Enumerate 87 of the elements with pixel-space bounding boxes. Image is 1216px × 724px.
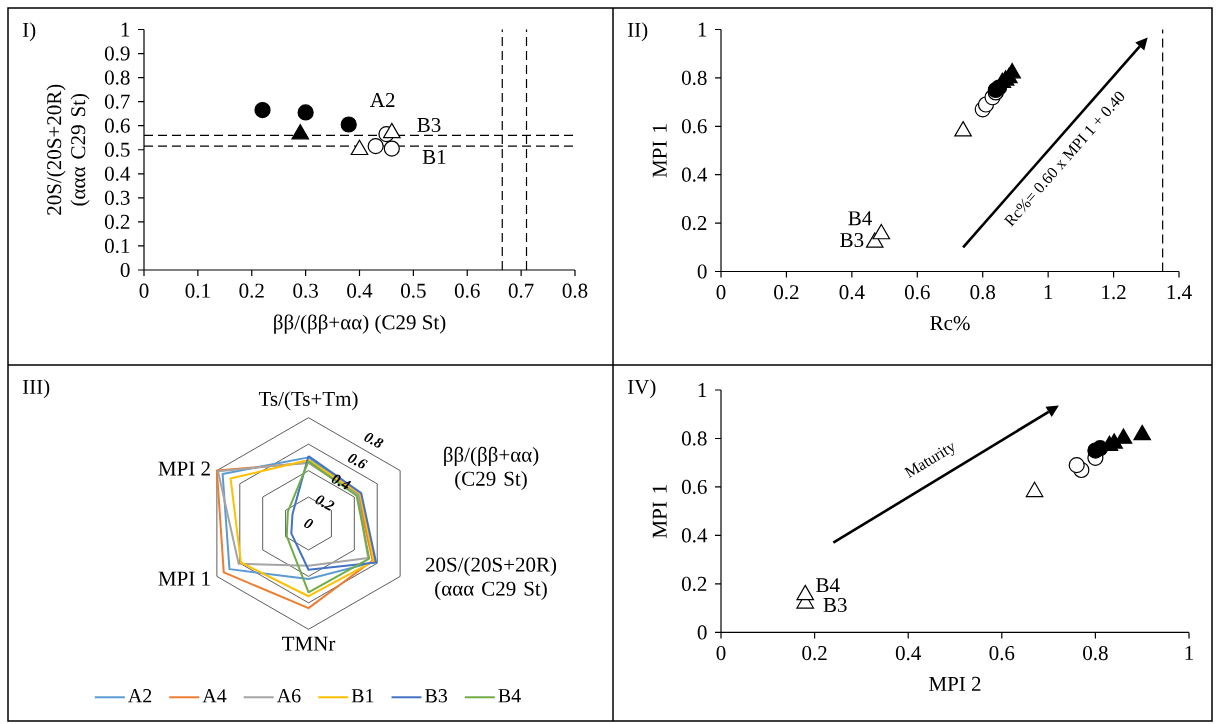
y-tick-label: 1 xyxy=(698,383,707,397)
y-tick-label: 0.4 xyxy=(104,166,131,181)
x-tick-label: 0.2 xyxy=(802,646,827,661)
point xyxy=(872,223,891,240)
x-tick-label: 0.8 xyxy=(562,283,588,298)
legend-label: A6 xyxy=(276,689,301,703)
annotation: B3 xyxy=(823,597,847,613)
x-tick-label: 0.6 xyxy=(989,646,1015,661)
y-tick-label: 0.2 xyxy=(681,215,707,231)
legend-label: A2 xyxy=(128,689,152,703)
x-tick-label: 0.4 xyxy=(895,646,922,661)
x-tick-label: 0.6 xyxy=(454,283,480,298)
legend-label: B1 xyxy=(351,689,374,703)
x-tick-label: 0.8 xyxy=(970,285,996,300)
x-tick-label: 0.2 xyxy=(239,283,264,298)
y-tick-label: 1 xyxy=(698,22,707,37)
x-tick-label: 1 xyxy=(1185,646,1193,660)
legend-label: A4 xyxy=(202,689,227,703)
spoke-label: MPI 1 xyxy=(158,571,210,586)
annotation: B1 xyxy=(422,150,446,164)
x-tick-label: 0.1 xyxy=(185,283,210,298)
y-tick-label: 0.6 xyxy=(681,119,707,134)
point xyxy=(297,104,314,121)
point xyxy=(1133,424,1152,441)
x-tick-label: 0.4 xyxy=(839,285,865,300)
point xyxy=(383,140,400,157)
text: IV) xyxy=(627,379,656,399)
text: I) xyxy=(22,22,36,42)
y-tick-label: 0.9 xyxy=(104,46,130,61)
y-tick-label: 0.2 xyxy=(104,214,130,230)
spoke-label: MPI 2 xyxy=(158,461,210,476)
annotation: B4 xyxy=(848,211,872,226)
x-axis-title: MPI 2 xyxy=(929,676,981,691)
y-tick-label: 0.8 xyxy=(681,70,707,86)
y-tick-label: 0.4 xyxy=(681,528,708,543)
y-tick-label: 0.6 xyxy=(104,118,130,133)
annotation: B3 xyxy=(417,117,441,133)
legend-label: B4 xyxy=(498,689,521,703)
y-tick-label: 0.3 xyxy=(104,190,130,205)
y-axis-title: MPI 1 xyxy=(652,485,667,539)
y-tick-label: 1 xyxy=(121,22,130,37)
point xyxy=(367,138,384,155)
x-tick-label: 0 xyxy=(716,646,726,661)
point xyxy=(340,116,357,133)
x-tick-label: 0.5 xyxy=(401,283,426,298)
y-tick-label: 0.2 xyxy=(681,576,707,592)
y-tick-label: 0.7 xyxy=(104,94,130,109)
y-tick-label: 0 xyxy=(697,264,707,279)
spoke-label: Ts/(Ts+Tm) xyxy=(258,391,358,411)
annotation: A2 xyxy=(370,93,395,107)
y-tick-label: 0 xyxy=(697,625,707,640)
point xyxy=(291,124,310,140)
x-tick-label: 1.4 xyxy=(1167,285,1192,300)
x-tick-label: 0.7 xyxy=(508,283,534,298)
y-tick-label: 0.1 xyxy=(104,238,130,254)
y-tick-label: 0.4 xyxy=(681,167,708,182)
spoke-label: ββ/(ββ+αα) (C29 St) xyxy=(444,446,539,491)
x-tick-label: 1 xyxy=(1044,285,1053,299)
y-tick-label: 0.6 xyxy=(681,479,707,495)
x-tick-label: 0.8 xyxy=(1083,646,1108,661)
spoke-label: TMNr xyxy=(282,636,336,651)
x-tick-label: 0.6 xyxy=(904,285,930,300)
annotation: B4 xyxy=(816,578,840,593)
x-axis-title: ββ/(ββ+αα) (C29 St) xyxy=(274,314,446,334)
x-tick-label: 0 xyxy=(139,283,149,298)
legend-label: B3 xyxy=(425,689,448,703)
text: II) xyxy=(627,22,648,42)
y-tick-label: 0.5 xyxy=(104,142,130,157)
y-axis-title: 20S/(20S+20R) (ααα C29 St) xyxy=(46,84,90,215)
y-tick-label: 0.8 xyxy=(104,70,130,85)
y-tick-label: 0.8 xyxy=(681,431,707,446)
point xyxy=(1025,481,1044,498)
point xyxy=(1068,457,1085,474)
x-tick-label: 0.3 xyxy=(293,283,318,298)
point xyxy=(254,101,271,119)
x-axis-title: Rc% xyxy=(930,315,970,331)
y-tick-label: 0 xyxy=(120,262,130,278)
x-tick-label: 0.2 xyxy=(774,285,799,300)
text: III) xyxy=(22,379,50,399)
x-tick-label: 0.4 xyxy=(347,283,373,298)
point xyxy=(954,121,972,137)
point xyxy=(796,584,815,601)
annotation: B3 xyxy=(840,232,864,248)
x-tick-label: 1.2 xyxy=(1102,285,1126,300)
spoke-label: 20S/(20S+20R) (ααα C29 St) xyxy=(425,557,557,601)
x-tick-label: 0 xyxy=(716,285,726,300)
y-axis-title: MPI 1 xyxy=(652,124,667,178)
